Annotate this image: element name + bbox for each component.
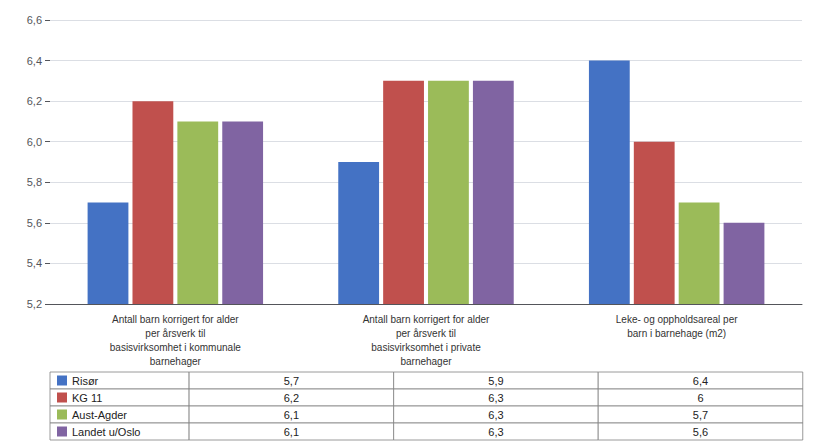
svg-text:5,2: 5,2 (27, 298, 42, 310)
svg-text:6,3: 6,3 (488, 392, 503, 404)
svg-text:barnehager: barnehager (400, 356, 452, 367)
svg-text:6,2: 6,2 (27, 95, 42, 107)
svg-text:6,3: 6,3 (488, 409, 503, 421)
svg-text:barn i barnehage (m2): barn i barnehage (m2) (627, 328, 726, 339)
svg-text:Antall barn korrigert for alde: Antall barn korrigert for alder (112, 314, 239, 325)
svg-text:5,4: 5,4 (27, 257, 42, 269)
svg-text:Risør: Risør (72, 375, 99, 387)
svg-text:6,4: 6,4 (27, 55, 42, 67)
svg-text:Leke- og oppholdsareal per: Leke- og oppholdsareal per (616, 314, 738, 325)
svg-text:per årsverk til: per årsverk til (396, 328, 456, 339)
svg-text:KG 11: KG 11 (72, 392, 102, 404)
svg-text:Antall barn korrigert for alde: Antall barn korrigert for alder (363, 314, 490, 325)
svg-text:per årsverk til: per årsverk til (145, 328, 205, 339)
svg-text:5,7: 5,7 (284, 375, 299, 387)
svg-text:5,8: 5,8 (27, 176, 42, 188)
svg-text:6,3: 6,3 (488, 426, 503, 438)
svg-text:barnehager: barnehager (150, 356, 202, 367)
svg-text:Aust-Agder: Aust-Agder (72, 409, 127, 421)
svg-text:5,6: 5,6 (27, 217, 42, 229)
svg-text:6,6: 6,6 (27, 14, 42, 26)
svg-text:6,1: 6,1 (284, 426, 299, 438)
svg-text:6,2: 6,2 (284, 392, 299, 404)
svg-text:basisvirksomhet i kommunale: basisvirksomhet i kommunale (110, 342, 242, 353)
svg-text:6,0: 6,0 (27, 136, 42, 148)
svg-text:6: 6 (697, 392, 703, 404)
svg-text:5,7: 5,7 (693, 409, 708, 421)
svg-text:5,6: 5,6 (693, 426, 708, 438)
svg-text:6,1: 6,1 (284, 409, 299, 421)
svg-text:basisvirksomhet i private: basisvirksomhet i private (371, 342, 481, 353)
svg-text:5,9: 5,9 (488, 375, 503, 387)
svg-text:Landet u/Oslo: Landet u/Oslo (72, 426, 141, 438)
svg-text:6,4: 6,4 (693, 375, 708, 387)
